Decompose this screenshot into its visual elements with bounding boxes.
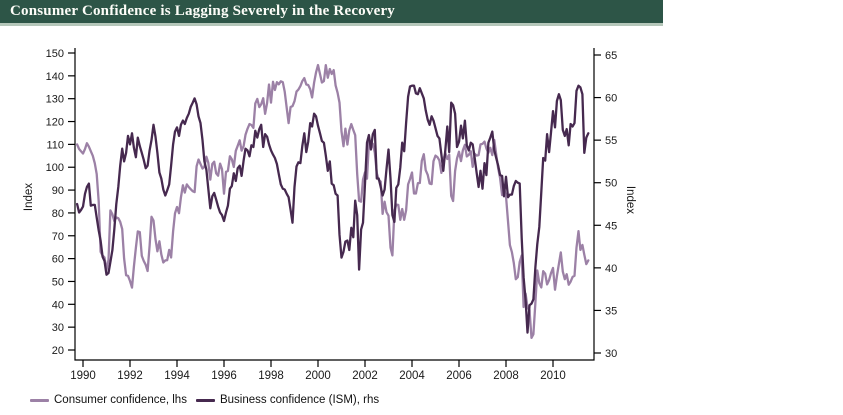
ism-line-swatch [195, 398, 215, 402]
chart-title-bar: Consumer Confidence is Lagging Severely … [0, 0, 663, 26]
x-axis-tick-label: 1998 [258, 370, 284, 382]
business-confidence-line [75, 84, 590, 334]
x-axis-tick-label: 2002 [352, 370, 378, 382]
chart-title: Consumer Confidence is Lagging Severely … [10, 3, 395, 19]
left-axis-tick-label: 40 [52, 299, 64, 311]
right-axis-tick-label: 30 [605, 348, 617, 360]
consumer-line-swatch [30, 398, 49, 402]
right-axis-title: Index [624, 185, 636, 215]
left-axis-tick-label: 30 [52, 322, 64, 334]
left-axis-tick-label: 130 [46, 94, 64, 106]
right-axis-tick-label: 40 [605, 263, 617, 275]
right-axis-tick-label: 50 [605, 178, 617, 190]
left-axis-title: Index [23, 182, 35, 212]
x-axis-tick-label: 1994 [164, 370, 190, 382]
right-axis-tick-label: 35 [605, 305, 617, 317]
left-axis-tick-label: 70 [52, 231, 64, 243]
legend-item-business-confidence: Business confidence (ISM), rhs [195, 394, 380, 406]
x-axis-tick-label: 1990 [70, 370, 96, 382]
left-axis-tick-label: 20 [52, 345, 64, 357]
axes-frame [74, 48, 595, 361]
left-axis-tick-label: 120 [46, 117, 64, 129]
left-axis-tick-label: 140 [46, 71, 64, 83]
right-axis-tick-label: 55 [605, 135, 617, 147]
right-axis-tick-label: 65 [605, 50, 617, 62]
legend-item-consumer-confidence: Consumer confidence, lhs [30, 394, 187, 406]
right-axis-tick-label: 45 [605, 220, 617, 232]
legend: Consumer confidence, lhs Business confid… [30, 394, 379, 406]
left-axis-tick-label: 100 [46, 162, 64, 174]
left-axis-tick-label: 110 [46, 139, 64, 151]
x-axis-tick-label: 1996 [211, 370, 237, 382]
x-axis-tick-label: 2000 [305, 370, 331, 382]
left-axis-tick-label: 60 [52, 254, 64, 266]
x-axis-tick-label: 2010 [540, 370, 566, 382]
left-axis-tick-label: 50 [52, 276, 64, 288]
consumer-confidence-line [75, 63, 590, 340]
left-axis-tick-label: 90 [52, 185, 64, 197]
legend-label-business-confidence: Business confidence (ISM), rhs [219, 394, 380, 406]
legend-label-consumer-confidence: Consumer confidence, lhs [54, 394, 187, 406]
x-axis-tick-label: 2004 [399, 370, 425, 382]
x-axis-tick-label: 2008 [493, 370, 519, 382]
left-axis-tick-label: 150 [46, 48, 64, 60]
right-axis-tick-label: 60 [605, 93, 617, 105]
left-axis-tick-label: 80 [52, 208, 64, 220]
x-axis-tick-label: 2006 [446, 370, 472, 382]
x-axis-tick-label: 1992 [117, 370, 143, 382]
